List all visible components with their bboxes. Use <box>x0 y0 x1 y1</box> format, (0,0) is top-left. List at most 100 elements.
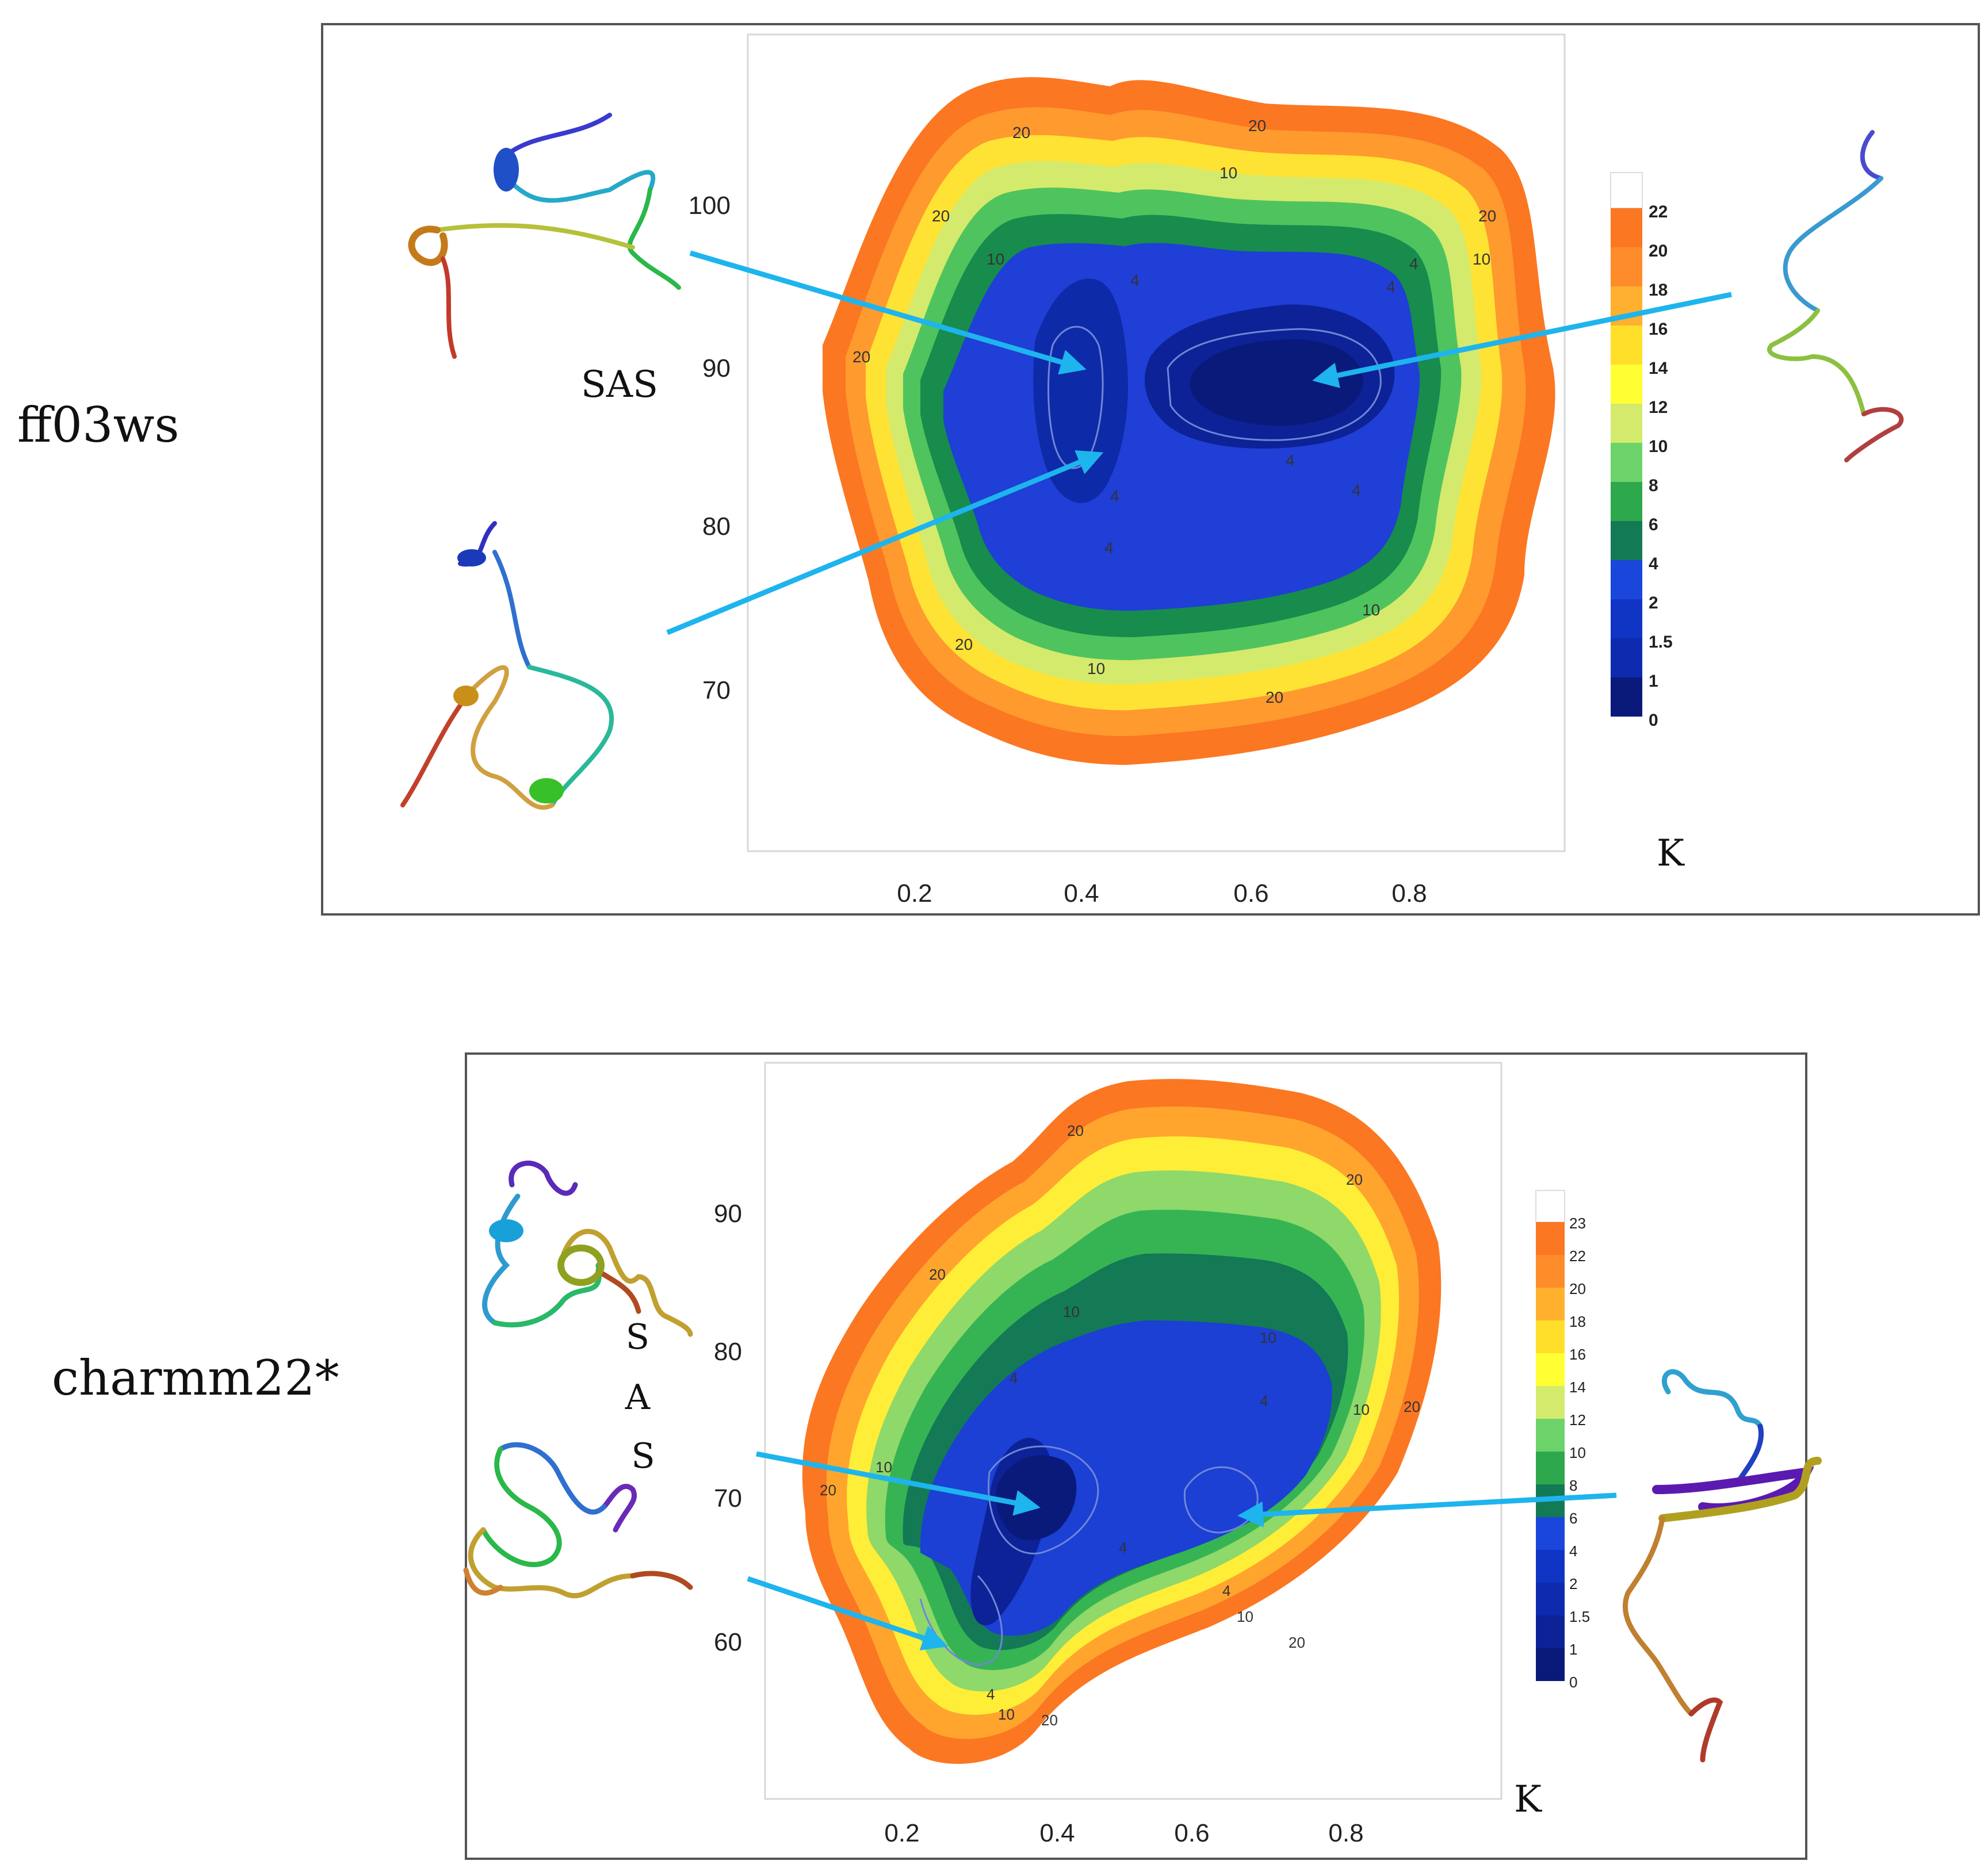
contour-label: 4 <box>1286 451 1295 469</box>
contour-label: 4 <box>1130 271 1140 289</box>
colorbar-label: 22 <box>1649 202 1668 221</box>
contour-label: 10 <box>987 250 1004 268</box>
colorbar-label: 18 <box>1649 281 1668 300</box>
contour-labels: 20 20 20 20 20 20 20 10 10 10 10 10 10 4… <box>852 117 1496 706</box>
colorbar-label: 1.5 <box>1569 1608 1590 1625</box>
y-tick-label: 80 <box>702 512 731 541</box>
colorbar-label: 16 <box>1649 320 1668 339</box>
contour-label: 4 <box>1260 1392 1268 1410</box>
panel-frame <box>465 1052 1807 1860</box>
contour-label: 20 <box>932 207 950 225</box>
contour-label: 20 <box>1346 1171 1363 1188</box>
contour-label: 4 <box>1110 487 1119 505</box>
contour-label: 20 <box>1478 207 1496 225</box>
colorbar-swatch <box>1611 247 1642 286</box>
contour-line <box>1167 328 1382 441</box>
colorbar-label: 14 <box>1569 1379 1586 1396</box>
colorbar-swatch <box>1611 443 1642 482</box>
contour-label: 4 <box>1222 1582 1230 1599</box>
colorbar-swatch <box>1536 1222 1565 1255</box>
colorbar-label: 12 <box>1569 1411 1586 1429</box>
colorbar-label: 0 <box>1649 711 1658 730</box>
colorbar-label: 4 <box>1569 1542 1577 1560</box>
contour-label: 10 <box>1237 1608 1253 1625</box>
colorbar-label: 16 <box>1569 1346 1586 1363</box>
colorbar-swatch <box>1536 1288 1565 1320</box>
y-tick-label: 100 <box>689 192 731 220</box>
colorbar-label: 12 <box>1649 398 1668 417</box>
colorbar-swatch <box>1611 326 1642 365</box>
contour-label: 10 <box>1219 164 1237 182</box>
colorbar-label: 4 <box>1649 554 1658 573</box>
plot-area <box>747 33 1566 852</box>
contour-label: 4 <box>1409 255 1419 273</box>
y-tick-label: 90 <box>702 354 731 382</box>
x-axis: 0.2 0.4 0.6 0.8 <box>884 1819 1363 1847</box>
y-axis-label: S A S <box>625 1317 661 1476</box>
colorbar-label: 10 <box>1569 1444 1586 1461</box>
x-tick-label: 0.2 <box>884 1819 919 1847</box>
protein-structure-image <box>1622 1369 1822 1763</box>
colorbar-label: 1 <box>1649 672 1658 691</box>
colorbar-label: 20 <box>1649 242 1668 261</box>
contour-label: 10 <box>1353 1401 1370 1418</box>
colorbar-swatch <box>1611 208 1642 247</box>
contour-landscape <box>802 1079 1442 1764</box>
colorbar-swatch <box>1611 365 1642 404</box>
contour-label: 20 <box>955 635 973 653</box>
contour-label: 10 <box>1473 250 1490 268</box>
y-tick-label: 80 <box>714 1338 742 1366</box>
x-axis-label: K <box>1514 1778 1542 1821</box>
protein-structure-image <box>400 521 614 810</box>
x-tick-label: 0.6 <box>1174 1819 1209 1847</box>
colorbar-swatch <box>1536 1615 1565 1648</box>
contour-band-0 <box>1190 339 1363 426</box>
colorbar-label: 8 <box>1649 476 1658 495</box>
contour-line <box>988 1445 1099 1555</box>
colorbar-swatch <box>1611 560 1642 599</box>
contour-label: 10 <box>1087 660 1105 677</box>
colorbar-swatch <box>1611 677 1642 717</box>
colorbar-label: 0 <box>1569 1674 1577 1691</box>
contour-label: 10 <box>998 1706 1015 1723</box>
colorbar-label: 1.5 <box>1649 633 1673 652</box>
y-tick-label: 70 <box>702 676 731 705</box>
colorbar-label: 8 <box>1569 1477 1577 1494</box>
contour-label: 20 <box>1067 1122 1084 1139</box>
arrow-line <box>666 450 1104 635</box>
colorbar-swatch <box>1611 404 1642 443</box>
colorbar-swatch <box>1536 1583 1565 1615</box>
x-tick-label: 0.6 <box>1233 879 1268 908</box>
contour-label: 20 <box>1012 124 1030 141</box>
contour-band-1 <box>1033 278 1128 503</box>
contour-label: 20 <box>820 1481 836 1499</box>
minimum-arrows <box>747 1451 1617 1651</box>
colorbar-cap <box>1610 172 1643 209</box>
contour-label: 20 <box>1266 688 1283 706</box>
protein-structure-image <box>482 1161 693 1337</box>
colorbar-swatch <box>1536 1320 1565 1353</box>
x-axis-label: K <box>1657 832 1685 875</box>
contour-label: 4 <box>1104 539 1114 557</box>
colorbar-label: 6 <box>1569 1510 1577 1527</box>
arrow-line <box>1312 292 1732 388</box>
colorbar: 22 20 18 16 14 12 10 8 6 4 2 1.5 1 0 <box>1610 172 1673 730</box>
colorbar-label: 6 <box>1649 515 1658 534</box>
x-tick-label: 0.4 <box>1039 1819 1075 1847</box>
colorbar-swatch <box>1611 482 1642 521</box>
y-tick-label: 60 <box>714 1628 742 1656</box>
y-tick-label: 90 <box>714 1200 742 1228</box>
colorbar-swatch <box>1536 1255 1565 1288</box>
panel-title: charmm22* <box>52 1350 339 1406</box>
colorbar-swatch <box>1536 1550 1565 1583</box>
colorbar-swatch <box>1536 1452 1565 1484</box>
contour-label: 4 <box>1386 278 1396 296</box>
protein-structure-image <box>463 1442 693 1599</box>
panel-title: ff03ws <box>17 397 179 453</box>
colorbar-label: 10 <box>1649 437 1668 456</box>
colorbar-cap <box>1535 1190 1565 1223</box>
panel-charmm22: charmm22* 20 20 20 20 20 20 20 10 1 <box>52 1052 1822 1860</box>
contour-label: 10 <box>1260 1329 1276 1346</box>
y-axis: 100 90 80 70 <box>689 192 731 705</box>
minimum-arrows <box>666 250 1732 635</box>
